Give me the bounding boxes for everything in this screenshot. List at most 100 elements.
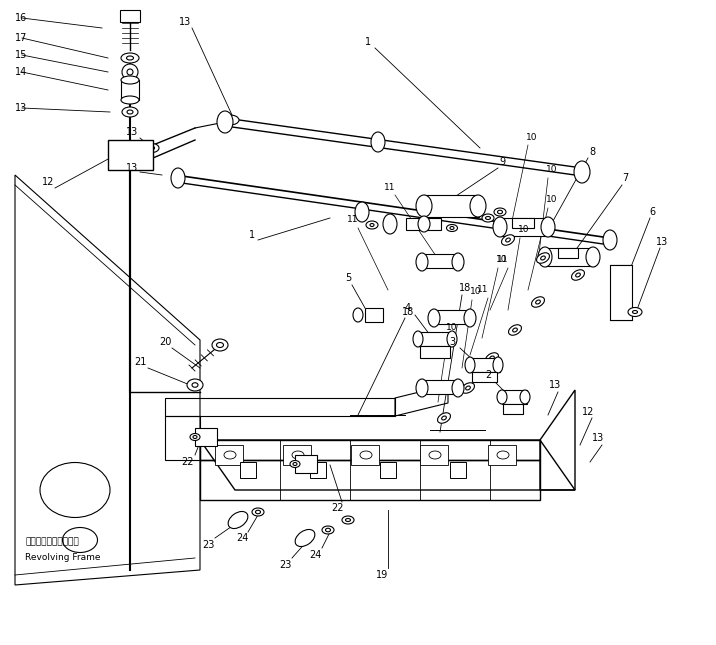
Ellipse shape [62, 528, 97, 553]
Ellipse shape [603, 230, 617, 250]
Ellipse shape [216, 342, 223, 348]
Ellipse shape [538, 247, 552, 267]
Text: 13: 13 [126, 163, 138, 173]
Ellipse shape [416, 379, 428, 397]
Text: 22: 22 [182, 457, 194, 467]
Ellipse shape [145, 143, 159, 152]
Text: 10: 10 [526, 132, 538, 141]
Ellipse shape [508, 325, 521, 335]
Ellipse shape [485, 353, 498, 363]
Text: レボルビングフレーム: レボルビングフレーム [25, 537, 79, 546]
Bar [488, 445, 516, 465]
Bar [120, 10, 140, 22]
Ellipse shape [346, 519, 351, 522]
Text: 12: 12 [42, 177, 54, 187]
Bar [470, 358, 500, 372]
Bar [420, 380, 460, 394]
Bar [406, 218, 441, 230]
Bar [295, 455, 317, 473]
Ellipse shape [498, 210, 503, 213]
Ellipse shape [121, 53, 139, 63]
Text: Revolving Frame: Revolving Frame [25, 553, 100, 562]
Text: 10: 10 [446, 322, 458, 332]
Bar [351, 445, 379, 465]
Ellipse shape [418, 216, 430, 232]
Text: 14: 14 [15, 67, 27, 77]
Ellipse shape [256, 510, 261, 514]
Ellipse shape [541, 217, 555, 237]
Bar [420, 346, 450, 358]
Bar [240, 462, 256, 478]
Ellipse shape [628, 308, 642, 317]
Bar [380, 462, 396, 478]
Ellipse shape [447, 331, 457, 347]
Text: 8: 8 [589, 147, 595, 157]
Ellipse shape [497, 451, 509, 459]
Text: 15: 15 [15, 50, 27, 60]
Ellipse shape [464, 309, 476, 327]
Ellipse shape [326, 528, 331, 531]
Ellipse shape [465, 357, 475, 373]
Ellipse shape [171, 168, 185, 188]
Text: 23: 23 [202, 540, 214, 550]
Ellipse shape [371, 132, 385, 152]
Bar [420, 445, 448, 465]
Ellipse shape [462, 382, 475, 393]
Text: 11: 11 [347, 215, 359, 224]
Bar [283, 445, 311, 465]
Text: 3: 3 [449, 337, 455, 347]
Ellipse shape [212, 339, 228, 351]
Ellipse shape [447, 224, 458, 232]
Bar [545, 248, 595, 266]
Text: 10: 10 [546, 166, 558, 175]
Text: 19: 19 [376, 570, 388, 580]
Ellipse shape [493, 217, 507, 237]
Text: 11: 11 [497, 255, 509, 264]
Text: 11: 11 [384, 183, 396, 192]
Bar [310, 462, 326, 478]
Text: 6: 6 [649, 207, 655, 217]
Ellipse shape [355, 202, 369, 222]
Text: 13: 13 [179, 17, 191, 27]
Bar [558, 248, 578, 258]
Text: 4: 4 [405, 303, 411, 313]
Ellipse shape [290, 461, 300, 468]
Ellipse shape [221, 115, 239, 125]
Bar [432, 310, 472, 324]
Text: 13: 13 [549, 380, 561, 390]
Ellipse shape [127, 110, 133, 114]
Ellipse shape [586, 247, 600, 267]
Text: 10: 10 [518, 226, 530, 235]
Text: 13: 13 [126, 127, 138, 137]
Bar [503, 404, 523, 414]
Ellipse shape [228, 511, 248, 528]
Text: 17: 17 [15, 33, 27, 43]
Ellipse shape [295, 530, 315, 546]
Text: 13: 13 [592, 433, 604, 443]
Ellipse shape [416, 253, 428, 271]
Text: 10: 10 [470, 288, 482, 297]
Bar [610, 265, 632, 320]
Ellipse shape [416, 195, 432, 217]
Ellipse shape [413, 331, 423, 347]
Ellipse shape [576, 273, 581, 277]
Text: 16: 16 [15, 13, 27, 23]
Text: 1: 1 [365, 37, 371, 47]
Bar [502, 390, 527, 404]
Ellipse shape [531, 297, 544, 307]
Bar [215, 445, 243, 465]
Ellipse shape [452, 379, 464, 397]
Ellipse shape [122, 107, 138, 117]
Bar [472, 372, 497, 382]
Ellipse shape [193, 435, 197, 439]
Text: 10: 10 [496, 255, 508, 264]
Bar [512, 218, 534, 228]
Ellipse shape [40, 462, 110, 517]
Ellipse shape [505, 238, 511, 242]
Text: 11: 11 [478, 286, 489, 295]
Bar [121, 80, 139, 100]
Ellipse shape [366, 221, 378, 229]
Ellipse shape [342, 516, 354, 524]
Ellipse shape [493, 357, 503, 373]
Ellipse shape [121, 76, 139, 84]
